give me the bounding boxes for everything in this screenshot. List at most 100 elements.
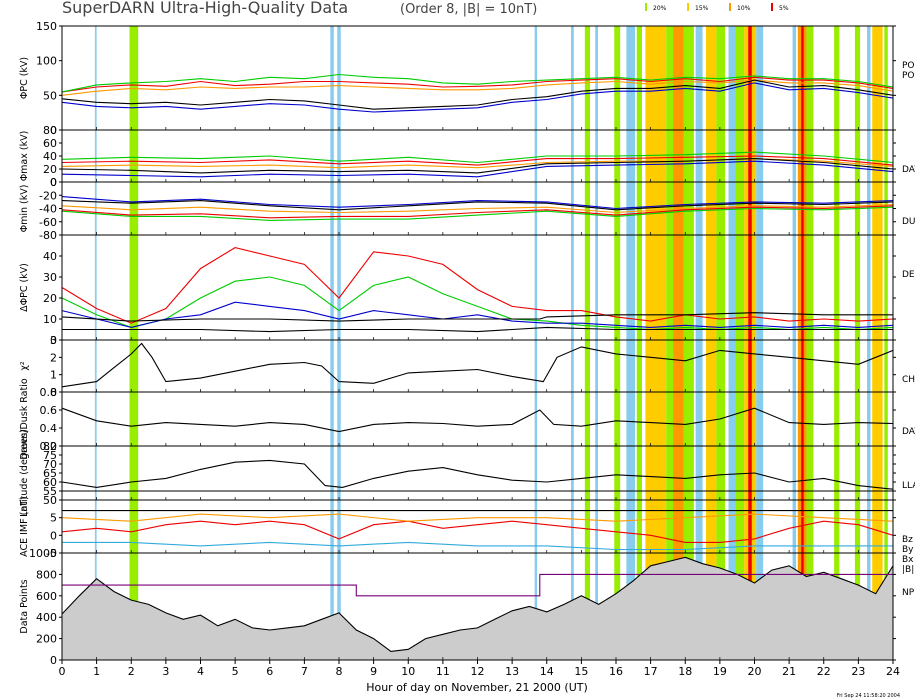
series-line-phi-max-4 [61, 160, 894, 178]
y-tick-label-ratio-1: 0.4 [40, 422, 58, 435]
y-tick-label-npts-3: 600 [36, 590, 57, 603]
x-tick-label-9: 9 [370, 665, 377, 678]
band-0 [94, 26, 97, 660]
legend-swatch-1 [687, 3, 689, 11]
series-fill-npts-0 [62, 557, 893, 660]
y-tick-label-imf-1: 0 [50, 529, 57, 542]
band-8 [614, 26, 621, 660]
y-axis-label-phi-min: Φmin (kV) [19, 185, 30, 233]
y-tick-label-phi-max-1: 20 [43, 163, 57, 176]
series-line-dphi-pc-2 [61, 301, 894, 328]
right-label-phi-pc-1: PO [902, 71, 915, 81]
y-tick-label-phi-min-1: -60 [39, 216, 57, 229]
legend-swatch-0 [645, 3, 647, 11]
y-axis-label-ratio: Dawn/Dusk Ratio [19, 378, 30, 460]
series-line-phi-max-3 [61, 158, 894, 174]
y-tick-label-ratio-0: 0.2 [40, 440, 58, 453]
band-7 [595, 26, 598, 660]
band-27 [854, 26, 861, 660]
x-tick-label-21: 21 [782, 665, 796, 678]
y-tick-label-phi-min-4: 0 [50, 176, 57, 189]
x-tick-label-2: 2 [128, 665, 135, 678]
band-3 [337, 26, 341, 660]
series-line-phi-pc-4 [61, 82, 894, 113]
y-tick-label-lat-3: 65 [43, 467, 57, 480]
x-tick-label-15: 15 [574, 665, 588, 678]
series-line-phi-max-2 [61, 158, 894, 169]
x-tick-label-18: 18 [678, 665, 692, 678]
x-tick-label-0: 0 [59, 665, 66, 678]
y-tick-label-chi2-0: 0 [50, 386, 57, 399]
y-tick-label-imf-0: -5 [46, 547, 57, 560]
y-tick-label-phi-max-2: 40 [43, 150, 57, 163]
series-line-npts-0 [61, 556, 894, 652]
y-axis-label-phi-pc: ΦPC (kV) [19, 57, 30, 99]
x-tick-label-7: 7 [301, 665, 308, 678]
x-tick-label-6: 6 [266, 665, 273, 678]
y-tick-label-phi-pc-1: 50 [43, 89, 57, 102]
x-tick-label-16: 16 [609, 665, 623, 678]
y-axis-label-dphi-pc: ΔΦPC (kV) [19, 263, 30, 312]
series-line-phi-pc-3 [61, 79, 894, 110]
band-18 [735, 26, 745, 660]
right-label-dphi-pc-0: DE [902, 270, 915, 280]
series-line-imf-3 [61, 513, 894, 522]
legend-swatch-3 [771, 3, 773, 11]
right-label-phi-min-0: DU [902, 217, 915, 227]
series-line-imf-1 [61, 520, 894, 543]
plot-frame [61, 25, 894, 661]
right-label-lat-0: LLA [902, 481, 915, 491]
series-line-npts-1 [62, 573, 893, 597]
series-line-dphi-pc-0 [61, 247, 894, 324]
series-line-phi-max-0 [61, 151, 894, 164]
panel-frames [61, 25, 894, 661]
panel-dphi-pc-series [61, 247, 894, 333]
x-tick-label-17: 17 [644, 665, 658, 678]
band-16 [716, 26, 726, 660]
panel-phi-max-series [61, 151, 894, 178]
x-tick-label-14: 14 [540, 665, 554, 678]
y-axis-label-chi2: χ² [19, 361, 30, 370]
series-line-phi-min-1 [61, 200, 894, 211]
y-tick-label-phi-pc-0: 0 [50, 124, 57, 137]
band-1 [129, 26, 139, 660]
band-14 [695, 26, 703, 660]
y-tick-label-lat-4: 70 [43, 458, 57, 471]
right-label-imf-0: Bz [902, 535, 913, 545]
y-tick-label-chi2-3: 3 [50, 334, 57, 347]
y-tick-label-phi-min-3: -20 [39, 189, 57, 202]
x-tick-label-12: 12 [471, 665, 485, 678]
series-line-phi-max-1 [61, 155, 894, 166]
right-label-npts-0: NP [902, 588, 915, 598]
x-axis-label: Hour of day on November, 21 2000 (UT) [366, 681, 588, 694]
series-line-phi-pc-0 [61, 76, 894, 93]
series-line-phi-min-3 [61, 205, 894, 219]
panel-chi2-series [61, 342, 894, 388]
x-tick-label-20: 20 [748, 665, 762, 678]
band-2 [330, 26, 334, 660]
band-10 [636, 26, 642, 660]
band-24 [801, 26, 804, 660]
x-tick-label-1: 1 [93, 665, 100, 678]
y-tick-label-npts-4: 800 [36, 568, 57, 581]
y-tick-label-lat-0: 50 [43, 494, 57, 507]
chart-title: SuperDARN Ultra-High-Quality Data [62, 0, 348, 17]
band-30 [884, 26, 888, 660]
y-tick-label-lat-1: 55 [43, 485, 57, 498]
right-label-ratio-0: DAY [902, 427, 915, 437]
y-tick-label-lat-5: 75 [43, 449, 57, 462]
y-tick-label-npts-1: 200 [36, 633, 57, 646]
right-label-phi-pc-0: PO [902, 61, 915, 71]
band-5 [570, 26, 574, 660]
y-tick-label-phi-max-3: 60 [43, 137, 57, 150]
y-tick-label-npts-0: 0 [50, 654, 57, 667]
band-26 [834, 26, 840, 660]
band-17 [728, 26, 736, 660]
panel-phi-pc-series [61, 73, 894, 113]
series-line-phi-min-2 [61, 203, 894, 214]
panel-ratio-series [61, 407, 894, 433]
y-axis-label-phi-max: Φmax (kV) [19, 131, 30, 182]
series-line-phi-pc-1 [61, 73, 894, 93]
y-tick-label-dphi-pc-2: 20 [43, 292, 57, 305]
x-tick-label-8: 8 [336, 665, 343, 678]
